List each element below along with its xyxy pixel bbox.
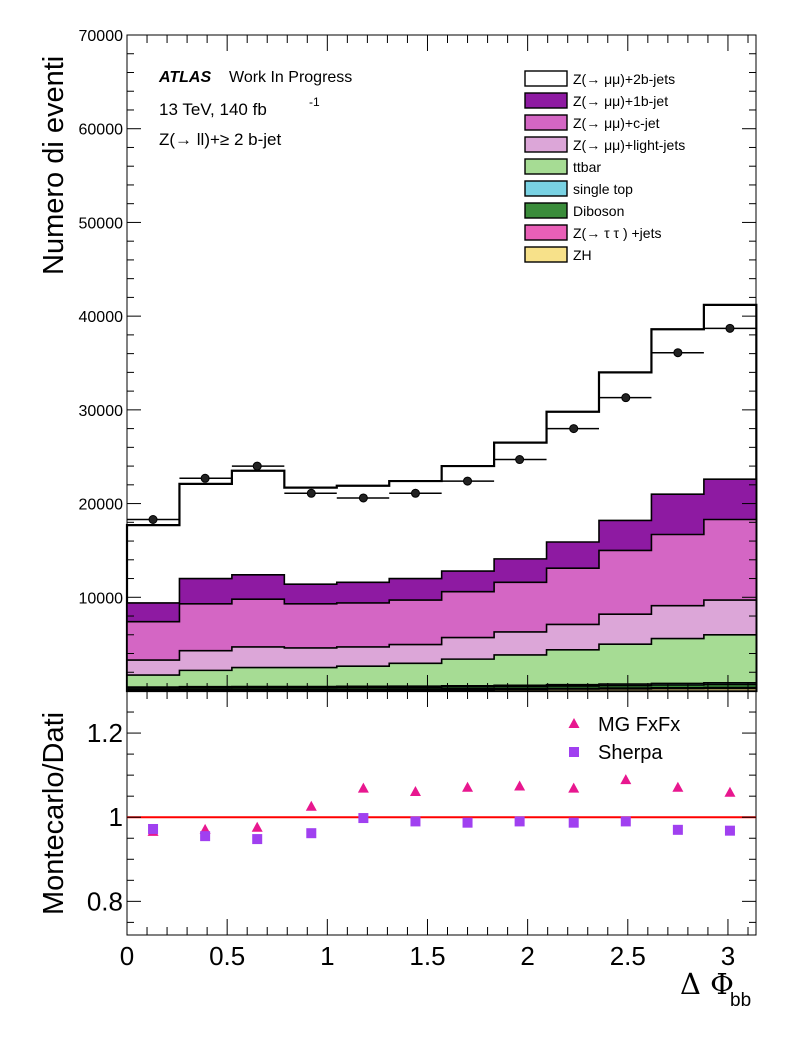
energy-label: 13 TeV, 140 fb bbox=[159, 100, 267, 119]
upper-y-tick-label: 20000 bbox=[79, 497, 124, 514]
ratio-point-mg-fxfx bbox=[462, 781, 474, 792]
legend-label: Z(→ μμ)+light-jets bbox=[573, 137, 685, 153]
ratio-point-sherpa bbox=[410, 816, 421, 827]
data-point bbox=[358, 493, 368, 503]
selection-label: Z(→ ll)+≥ 2 b-jet bbox=[159, 130, 281, 149]
ratio-point-sherpa bbox=[148, 823, 159, 834]
ratio-point-sherpa bbox=[200, 831, 211, 842]
ratio-legend-label: Sherpa bbox=[598, 742, 663, 764]
atlas-label: ATLAS bbox=[158, 69, 211, 86]
ratio-point-mg-fxfx bbox=[672, 781, 684, 792]
legend-label: Diboson bbox=[573, 203, 624, 219]
x-tick-label: 3 bbox=[721, 941, 735, 971]
legend-swatch bbox=[524, 158, 568, 175]
stack-4-area bbox=[126, 633, 758, 692]
upper-y-tick-label: 60000 bbox=[79, 122, 124, 139]
upper-panel: 10000 20000 30000 40000 50000 60000 70000 Z(→ μ… bbox=[79, 28, 758, 693]
ratio-point-mg-fxfx bbox=[568, 782, 580, 793]
ratio-point-sherpa bbox=[514, 816, 525, 827]
ratio-point-sherpa bbox=[462, 817, 473, 828]
ratio-point-sherpa bbox=[252, 834, 263, 845]
data-point bbox=[200, 473, 210, 483]
ratio-point-sherpa bbox=[672, 824, 683, 835]
legend-label: Z(→ μμ)+2b-jets bbox=[573, 71, 675, 87]
ratio-point-mg-fxfx bbox=[514, 780, 526, 791]
legend-label: single top bbox=[573, 181, 633, 197]
data-point bbox=[463, 476, 473, 486]
legend-label: Z(→ τ τ ) +jets bbox=[573, 225, 661, 241]
ratio-point-mg-fxfx bbox=[357, 782, 369, 793]
ratio-point-mg-fxfx bbox=[251, 821, 263, 832]
data-point bbox=[252, 461, 262, 471]
data-point bbox=[725, 323, 735, 333]
data-point bbox=[148, 515, 158, 525]
lower-y-tick-label: 1.2 bbox=[87, 718, 123, 748]
ratio-point-mg-fxfx bbox=[409, 785, 421, 796]
upper-y-axis-title: Numero di eventi bbox=[38, 56, 70, 275]
legend-swatch bbox=[524, 202, 568, 219]
ratio-legend-marker bbox=[569, 747, 579, 757]
x-tick-label: 0 bbox=[120, 941, 134, 971]
ratio-point-mg-fxfx bbox=[620, 774, 632, 785]
x-tick-label: 2.5 bbox=[610, 941, 646, 971]
ratio-point-mg-fxfx bbox=[724, 786, 736, 797]
data-point bbox=[410, 488, 420, 498]
status-label: Work In Progress bbox=[229, 69, 352, 86]
ratio-point-sherpa bbox=[358, 813, 369, 824]
legend-swatch bbox=[524, 136, 568, 153]
ratio-legend-label: MG FxFx bbox=[598, 714, 680, 736]
upper-y-tick-label: 30000 bbox=[79, 403, 124, 420]
ratio-point-sherpa bbox=[568, 817, 579, 828]
legend-swatch bbox=[524, 70, 568, 87]
ratio-point-sherpa bbox=[306, 828, 317, 839]
data-point bbox=[621, 393, 631, 403]
x-tick-label: 1.5 bbox=[409, 941, 445, 971]
x-axis-title: Δ Φ bbox=[680, 967, 734, 1001]
ratio-point-sherpa bbox=[724, 825, 735, 836]
energy-superscript: -1 bbox=[309, 95, 320, 109]
upper-y-tick-label: 50000 bbox=[79, 215, 124, 232]
legend-label: ZH bbox=[573, 247, 592, 263]
lower-panel: 0.8 1 1.2 0 0.5 1 1.5 2 2.5 3 MG FxFx Sherpa bbox=[87, 690, 757, 971]
legend-swatch bbox=[524, 114, 568, 131]
lower-y-tick-label: 0.8 bbox=[87, 886, 123, 916]
upper-y-tick-label: 40000 bbox=[79, 309, 124, 326]
upper-y-tick-label: 10000 bbox=[79, 590, 124, 607]
legend-swatch bbox=[524, 246, 568, 263]
legend-label: ttbar bbox=[573, 159, 601, 175]
x-tick-label: 2 bbox=[520, 941, 534, 971]
data-point bbox=[569, 424, 579, 434]
x-tick-label: 1 bbox=[320, 941, 334, 971]
x-tick-label: 0.5 bbox=[209, 941, 245, 971]
data-point bbox=[515, 455, 525, 465]
lower-y-tick-label: 1 bbox=[109, 802, 123, 832]
legend-swatch bbox=[524, 92, 568, 109]
upper-y-tick-label: 70000 bbox=[79, 28, 124, 45]
lower-frame bbox=[126, 690, 757, 936]
ratio-point-mg-fxfx bbox=[305, 800, 317, 811]
data-point bbox=[673, 348, 683, 358]
x-axis-title-subscript: bb bbox=[730, 990, 751, 1011]
lower-y-axis-title: Montecarlo/Dati bbox=[38, 712, 70, 915]
legend-swatch bbox=[524, 180, 568, 197]
ratio-point-sherpa bbox=[620, 816, 631, 827]
legend-label: Z(→ μμ)+1b-jet bbox=[573, 93, 668, 109]
legend-label: Z(→ μμ)+c-jet bbox=[573, 115, 660, 131]
legend-swatch bbox=[524, 224, 568, 241]
data-point bbox=[306, 488, 316, 498]
ratio-legend-marker bbox=[568, 718, 580, 728]
